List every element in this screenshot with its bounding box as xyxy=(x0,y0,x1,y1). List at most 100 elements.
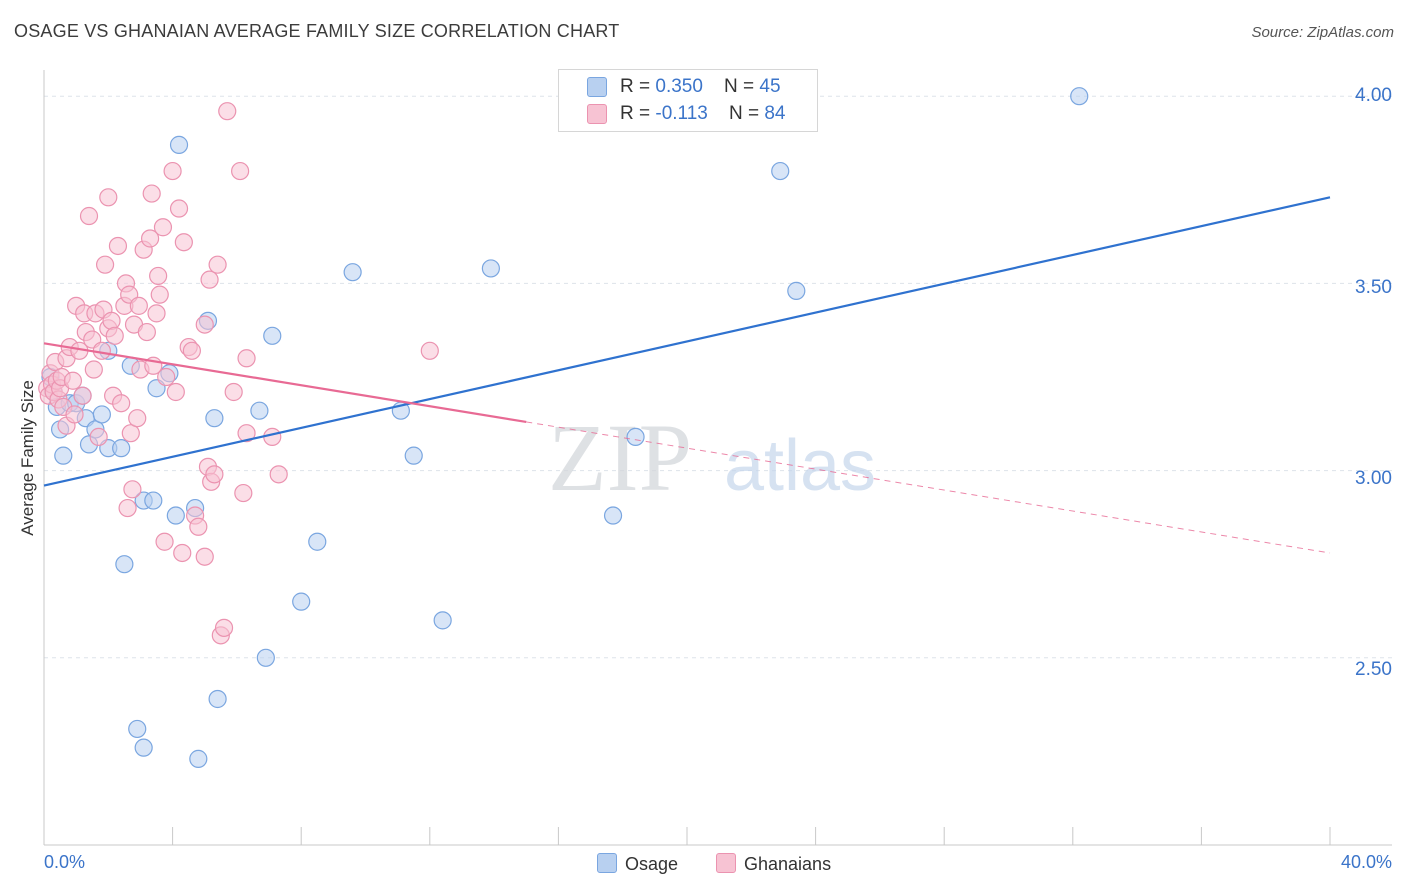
osage-point xyxy=(481,259,500,278)
y-tick-label-3.00: 3.00 xyxy=(1355,468,1392,489)
ghanaians-series xyxy=(38,102,439,645)
osage-point xyxy=(144,491,163,510)
ghanaians-point xyxy=(121,424,140,443)
osage-point xyxy=(256,648,275,667)
ghanaians-point xyxy=(128,409,147,428)
osage-point xyxy=(404,446,423,465)
osage-point xyxy=(263,326,282,345)
ghanaians-point xyxy=(108,236,128,256)
watermark-atlas: atlas xyxy=(724,426,876,506)
ghanaians-legend-label: Ghanaians xyxy=(744,854,832,874)
osage-point xyxy=(205,409,224,428)
ghanaians-point xyxy=(63,371,83,390)
watermark-zip: ZIP xyxy=(548,404,692,511)
osage-point xyxy=(134,738,153,757)
ghanaians-point xyxy=(269,465,288,484)
ghanaians-point xyxy=(174,233,193,252)
y-tick-label-2.50: 2.50 xyxy=(1355,659,1392,680)
osage-point xyxy=(54,446,73,465)
osage-r-label: R = xyxy=(620,76,656,97)
osage-legend-swatch xyxy=(597,853,617,873)
ghanaians-point xyxy=(142,184,161,203)
ghanaians-point xyxy=(195,315,214,334)
osage-point xyxy=(92,405,111,424)
ghanaians-point xyxy=(105,326,124,345)
ghanaians-point xyxy=(263,427,282,447)
bottom-legend-osage[interactable]: Osage xyxy=(597,853,678,875)
watermark: ZIP atlas xyxy=(548,404,876,511)
osage-point xyxy=(308,532,327,551)
osage-point xyxy=(1070,87,1089,106)
ghanaians-swatch xyxy=(587,104,607,124)
ghanaians-point xyxy=(137,322,156,342)
osage-point xyxy=(343,263,362,282)
osage-n-label: N = xyxy=(724,76,760,97)
ghanaians-point xyxy=(84,360,103,379)
ghanaians-point xyxy=(234,483,253,503)
ghanaians-point xyxy=(231,161,250,181)
ghanaians-point xyxy=(169,199,189,218)
ghanaians-point xyxy=(173,543,192,563)
ghanaians-r-label: R = xyxy=(620,103,656,124)
osage-legend-label: Osage xyxy=(625,854,679,874)
y-tick-label-3.50: 3.50 xyxy=(1355,277,1392,298)
ghanaians-r-value: -0.113 xyxy=(655,103,708,124)
ghanaians-point xyxy=(112,394,131,413)
bottom-legend-ghanaians[interactable]: Ghanaians xyxy=(716,853,831,875)
ghanaians-point xyxy=(73,386,92,405)
correlation-legend: R = 0.350 N = 45 R = -0.113 N = 84 xyxy=(558,69,818,132)
osage-point xyxy=(189,749,208,768)
source-label: Source: ZipAtlas.com xyxy=(1251,24,1394,41)
osage-point xyxy=(771,161,790,181)
ghanaians-point xyxy=(155,532,174,551)
osage-point xyxy=(250,401,269,420)
osage-point xyxy=(115,555,134,574)
ghanaians-point xyxy=(150,285,169,304)
ghanaians-point xyxy=(129,296,148,315)
ghanaians-point xyxy=(65,405,84,424)
ghanaians-point xyxy=(237,349,256,368)
ghanaians-point xyxy=(102,311,121,330)
ghanaians-point xyxy=(153,218,173,237)
ghanaians-point xyxy=(195,547,214,566)
ghanaians-point xyxy=(163,161,182,181)
ghanaians-point xyxy=(140,229,160,248)
y-tick-label-4.00: 4.00 xyxy=(1355,85,1392,106)
ghanaians-n-label: N = xyxy=(728,103,765,124)
ghanaians-point xyxy=(157,367,176,387)
ghanaians-point xyxy=(147,304,166,323)
osage-point xyxy=(112,439,131,458)
osage-point xyxy=(787,281,806,300)
ghanaians-point xyxy=(149,266,168,286)
ghanaians-point xyxy=(182,341,201,360)
ghanaians-point xyxy=(166,382,185,402)
osage-point xyxy=(166,506,185,525)
ghanaians-point xyxy=(205,465,224,484)
osage-swatch xyxy=(587,77,607,97)
osage-point xyxy=(128,719,147,739)
osage-point xyxy=(626,427,645,447)
ghanaians-point xyxy=(95,255,115,274)
ghanaians-point xyxy=(123,480,142,499)
trend-lines xyxy=(43,196,1331,554)
ghanaians-legend-swatch xyxy=(716,853,736,873)
osage-point xyxy=(433,611,452,630)
axes xyxy=(43,70,1392,846)
ghanaians-point xyxy=(218,102,237,121)
osage-trend-line xyxy=(43,196,1331,487)
x-tick-label-min: 0.0% xyxy=(44,852,86,872)
ghanaians-point xyxy=(237,424,256,443)
ghanaians-point xyxy=(189,517,208,536)
osage-n-value: 45 xyxy=(759,76,781,97)
ghanaians-trend-extension xyxy=(526,421,1331,554)
ghanaians-point xyxy=(214,618,234,637)
ghanaians-point xyxy=(89,427,108,447)
x-tick-label-max: 40.0% xyxy=(1340,852,1392,872)
osage-point xyxy=(292,592,311,611)
osage-point xyxy=(208,689,227,709)
ghanaians-point xyxy=(79,206,99,226)
ghanaians-point xyxy=(118,498,137,518)
ghanaians-n-value: 84 xyxy=(764,103,786,124)
osage-r-value: 0.350 xyxy=(655,76,703,97)
